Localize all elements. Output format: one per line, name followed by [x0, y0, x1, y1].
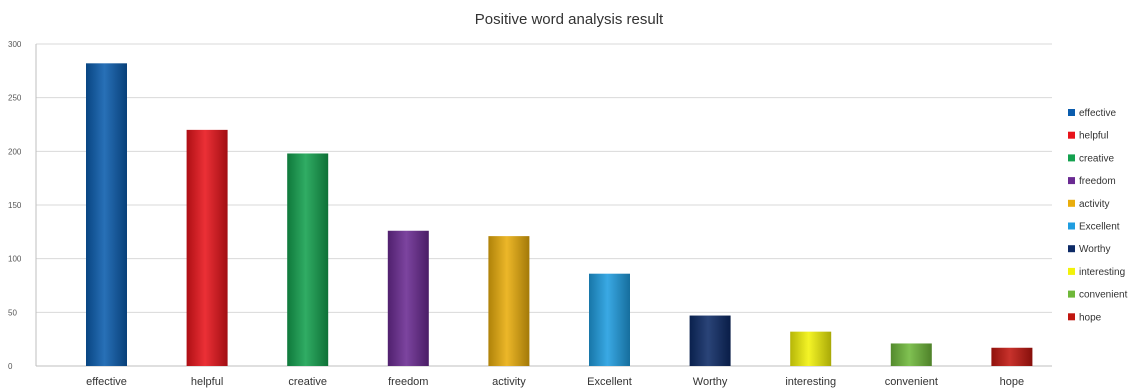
x-category-label: freedom — [388, 376, 428, 388]
y-tick-label: 0 — [8, 362, 13, 371]
bar-activity — [488, 236, 530, 366]
x-category-label: helpful — [191, 376, 223, 388]
legend-label: creative — [1079, 153, 1114, 164]
legend-label: effective — [1079, 108, 1116, 119]
bar-worthy — [689, 315, 731, 366]
legend-swatch-helpful — [1068, 131, 1075, 139]
bar-helpful — [186, 129, 228, 366]
legend-label: hope — [1079, 312, 1102, 323]
y-tick-label: 250 — [8, 94, 22, 103]
bar-creative — [287, 153, 329, 366]
legend-label: activity — [1079, 199, 1110, 210]
legend-swatch-creative — [1068, 154, 1075, 162]
x-category-label: effective — [86, 376, 127, 388]
legend-swatch-interesting — [1068, 267, 1075, 275]
y-tick-label: 100 — [8, 255, 22, 264]
bar-effective — [86, 63, 127, 366]
bar-excellent — [589, 273, 630, 366]
legend-label: interesting — [1079, 267, 1125, 278]
legend-label: freedom — [1079, 176, 1116, 187]
legend-label: Worthy — [1079, 244, 1111, 255]
legend-swatch-hope — [1068, 313, 1075, 321]
x-category-label: convenient — [885, 376, 938, 388]
y-axis-ticks: 0 50 100 150 200 250 300 — [8, 40, 22, 371]
legend-swatch-freedom — [1068, 177, 1075, 185]
y-tick-label: 300 — [8, 40, 22, 49]
x-category-label: activity — [492, 376, 526, 388]
bars — [86, 63, 1033, 366]
y-tick-label: 50 — [8, 308, 17, 317]
legend: effective helpful creative freedom activity E… — [1068, 108, 1128, 323]
chart-title: Positive word analysis result — [475, 11, 664, 28]
legend-label: convenient — [1079, 290, 1128, 301]
x-category-label: hope — [1000, 376, 1024, 388]
y-tick-label: 150 — [8, 201, 22, 210]
bar-hope — [991, 347, 1033, 366]
bar-interesting — [790, 331, 832, 366]
x-category-label: creative — [288, 376, 327, 388]
y-tick-label: 200 — [8, 147, 22, 156]
x-category-label: Excellent — [587, 376, 632, 388]
legend-swatch-excellent — [1068, 222, 1075, 230]
bar-freedom — [387, 230, 429, 366]
legend-swatch-convenient — [1068, 290, 1075, 298]
legend-swatch-worthy — [1068, 245, 1075, 253]
legend-label: helpful — [1079, 131, 1108, 142]
legend-swatch-effective — [1068, 109, 1075, 116]
bar-convenient — [890, 343, 932, 366]
legend-swatch-activity — [1068, 199, 1075, 207]
legend-label: Excellent — [1079, 222, 1120, 233]
x-category-label: interesting — [785, 376, 836, 388]
x-axis-labels: effective helpful creative freedom activity E… — [86, 376, 1024, 388]
x-category-label: Worthy — [693, 376, 728, 388]
